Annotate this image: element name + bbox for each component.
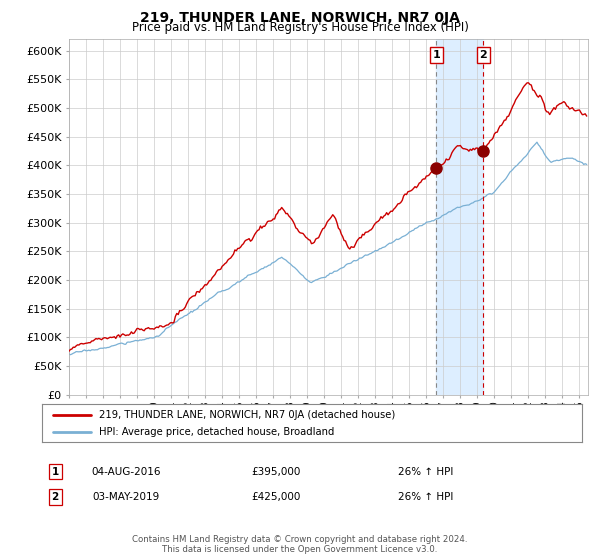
Text: 219, THUNDER LANE, NORWICH, NR7 0JA: 219, THUNDER LANE, NORWICH, NR7 0JA xyxy=(140,11,460,25)
Text: 03-MAY-2019: 03-MAY-2019 xyxy=(92,492,160,502)
Text: £425,000: £425,000 xyxy=(251,492,301,502)
Text: Price paid vs. HM Land Registry's House Price Index (HPI): Price paid vs. HM Land Registry's House … xyxy=(131,21,469,34)
Bar xyxy=(436,39,483,395)
Text: Contains HM Land Registry data © Crown copyright and database right 2024.: Contains HM Land Registry data © Crown c… xyxy=(132,535,468,544)
Text: 26% ↑ HPI: 26% ↑ HPI xyxy=(398,492,454,502)
Text: 2: 2 xyxy=(52,492,59,502)
Text: This data is licensed under the Open Government Licence v3.0.: This data is licensed under the Open Gov… xyxy=(163,545,437,554)
Text: £395,000: £395,000 xyxy=(251,466,301,477)
Text: 04-AUG-2016: 04-AUG-2016 xyxy=(91,466,161,477)
Text: 2: 2 xyxy=(479,50,487,60)
Text: 26% ↑ HPI: 26% ↑ HPI xyxy=(398,466,454,477)
Text: HPI: Average price, detached house, Broadland: HPI: Average price, detached house, Broa… xyxy=(98,427,334,437)
Text: 1: 1 xyxy=(433,50,440,60)
Text: 1: 1 xyxy=(52,466,59,477)
Text: 219, THUNDER LANE, NORWICH, NR7 0JA (detached house): 219, THUNDER LANE, NORWICH, NR7 0JA (det… xyxy=(98,409,395,419)
